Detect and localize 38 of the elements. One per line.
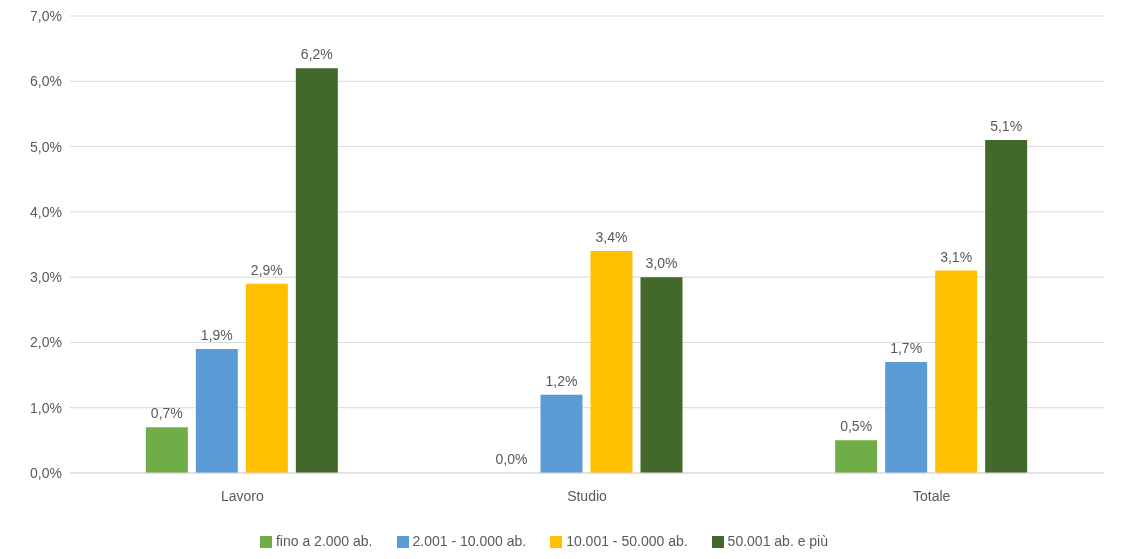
bar — [195, 348, 238, 473]
x-tick-label: Totale — [912, 487, 951, 504]
data-label: 1,9% — [200, 326, 233, 343]
data-label: 3,0% — [645, 255, 678, 272]
x-tick-label: Studio — [567, 487, 608, 504]
legend-label: 50.001 ab. e più — [727, 533, 829, 549]
bar — [245, 283, 288, 473]
y-tick-label: 3,0% — [30, 269, 62, 286]
legend-label: fino a 2.000 ab. — [275, 533, 373, 549]
data-label: 5,1% — [990, 118, 1023, 135]
bar — [295, 68, 338, 473]
bar — [590, 251, 633, 473]
bar — [540, 394, 583, 473]
y-tick-label: 5,0% — [30, 138, 62, 155]
data-label: 0,7% — [150, 405, 183, 422]
y-tick-label: 6,0% — [30, 73, 62, 90]
x-tick-label: Lavoro — [220, 487, 264, 504]
data-label: 0,0% — [495, 450, 528, 467]
y-tick-label: 4,0% — [30, 203, 62, 220]
data-label: 2,9% — [250, 261, 283, 278]
bar — [640, 277, 683, 473]
y-tick-label: 1,0% — [30, 399, 62, 416]
y-tick-label: 0,0% — [30, 464, 62, 481]
data-label: 1,2% — [545, 372, 578, 389]
data-label: 0,5% — [840, 418, 873, 435]
legend-label: 10.001 - 50.000 ab. — [566, 533, 688, 549]
data-label: 6,2% — [300, 46, 333, 63]
data-label: 3,4% — [595, 229, 628, 246]
bar — [885, 362, 928, 473]
bar — [935, 270, 978, 473]
bar — [145, 427, 188, 473]
data-label: 3,1% — [940, 248, 973, 265]
bar — [835, 440, 878, 473]
bar — [985, 140, 1028, 473]
legend-label: 2.001 - 10.000 ab. — [412, 533, 527, 549]
data-label: 1,7% — [890, 340, 923, 357]
y-tick-label: 2,0% — [30, 334, 62, 351]
y-tick-label: 7,0% — [30, 7, 62, 24]
